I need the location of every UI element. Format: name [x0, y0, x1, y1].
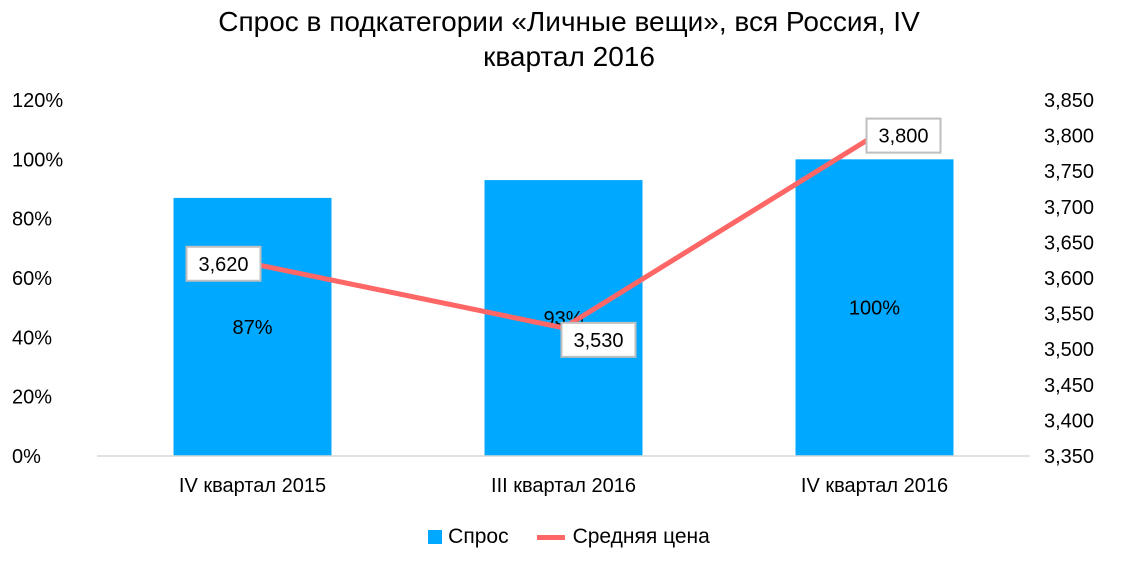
y-left-tick-label: 20% [12, 387, 52, 409]
y-right-tick-label: 3,800 [1044, 126, 1094, 148]
line-value-label: 3,800 [878, 126, 928, 148]
x-tick-label: IV квартал 2015 [179, 475, 326, 497]
y-left-tick-label: 100% [12, 149, 63, 171]
x-tick-label: IV квартал 2016 [801, 475, 948, 497]
y-left-tick-label: 40% [12, 327, 52, 349]
y-left-tick-label: 60% [12, 268, 52, 290]
y-right-tick-label: 3,850 [1044, 90, 1094, 112]
legend-swatch-avg-price [536, 534, 565, 540]
y-left-tick-label: 120% [12, 90, 63, 112]
y-right-tick-label: 3,600 [1044, 268, 1094, 290]
line-value-label: 3,530 [573, 330, 623, 352]
legend-swatch-demand [428, 530, 443, 544]
y-right-tick-label: 3,450 [1044, 375, 1094, 397]
y-right-tick-label: 3,400 [1044, 410, 1094, 432]
y-left-tick-label: 0% [12, 446, 41, 468]
y-right-tick-label: 3,550 [1044, 304, 1094, 326]
legend-label-demand: Спрос [448, 525, 509, 548]
line-value-label: 3,620 [198, 254, 248, 276]
bar-value-label: 87% [232, 317, 272, 339]
legend-item-demand: Спрос [428, 525, 509, 549]
line-value-label-box [560, 321, 637, 358]
y-right-tick-label: 3,500 [1044, 339, 1094, 361]
chart-title: Спрос в подкатегории «Личные вещи», вся … [0, 4, 1138, 74]
y-right-tick-label: 3,350 [1044, 446, 1094, 468]
legend-item-avg-price: Средняя цена [536, 525, 710, 549]
bar-value-label: 100% [849, 298, 900, 320]
legend-label-avg-price: Средняя цена [572, 525, 710, 548]
y-left-tick-label: 80% [12, 209, 52, 231]
bar-3 [795, 159, 954, 457]
x-tick-label: III квартал 2016 [491, 475, 636, 497]
bar-1 [173, 197, 332, 456]
chart-title-line-1: Спрос в подкатегории «Личные вещи», вся … [218, 6, 920, 37]
line-value-label-box [865, 117, 942, 154]
y-right-tick-label: 3,700 [1044, 197, 1094, 219]
y-right-tick-label: 3,750 [1044, 161, 1094, 183]
y-right-tick-label: 3,650 [1044, 232, 1094, 254]
chart-title-line-2: квартал 2016 [483, 41, 655, 72]
line-value-label-box [185, 245, 262, 282]
legend: Спрос Средняя цена [0, 525, 1138, 549]
